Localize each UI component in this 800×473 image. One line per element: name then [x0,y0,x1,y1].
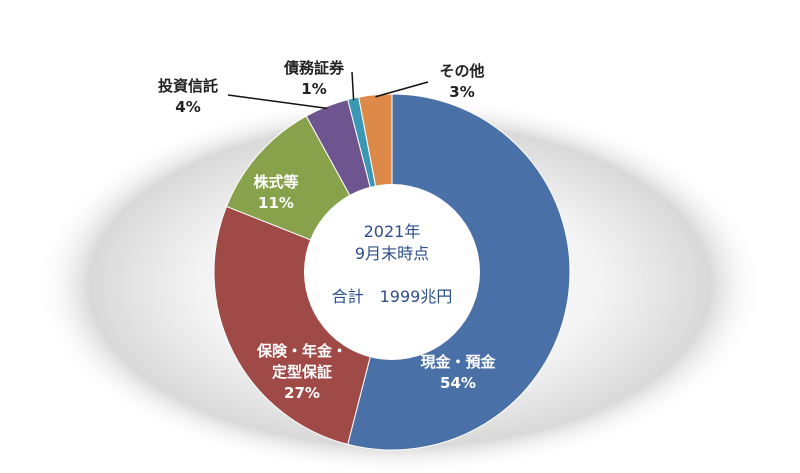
center-year-text: 2021年 [364,222,421,241]
donut-hole [304,184,480,360]
slice-name-label-1: 定型保証 [272,363,332,381]
slice-name-label-3: 投資信託 [158,77,218,95]
slice-name-label-4: 債務証券 [283,59,345,77]
leader-lines-layer [227,71,429,110]
leader-line-4 [351,71,355,101]
slice-value-label-3: 4% [175,98,200,116]
slice-value-label-2: 11% [258,194,294,212]
slice-name-label-5: その他 [439,62,484,80]
slice-value-label-0: 54% [440,374,476,392]
leader-line-5 [375,81,429,98]
center-date-text: 9月末時点 [355,244,429,263]
slice-name-label-0: 現金・預金 [420,353,496,371]
slice-name-label-2: 株式等 [253,173,298,191]
slice-value-label-5: 3% [449,83,474,101]
center-total-text: 合計 1999兆円 [332,287,453,306]
leader-line-3 [227,94,328,110]
slice-name-label-1: 保険・年金・ [256,342,347,360]
slice-value-label-4: 1% [301,80,326,98]
slice-value-label-1: 27% [284,384,320,402]
labels-layer: 現金・預金 54% 保険・年金・定型保証 27% 株式等 11% 投資信託 4% 債務証券 1% そ… [158,59,497,402]
